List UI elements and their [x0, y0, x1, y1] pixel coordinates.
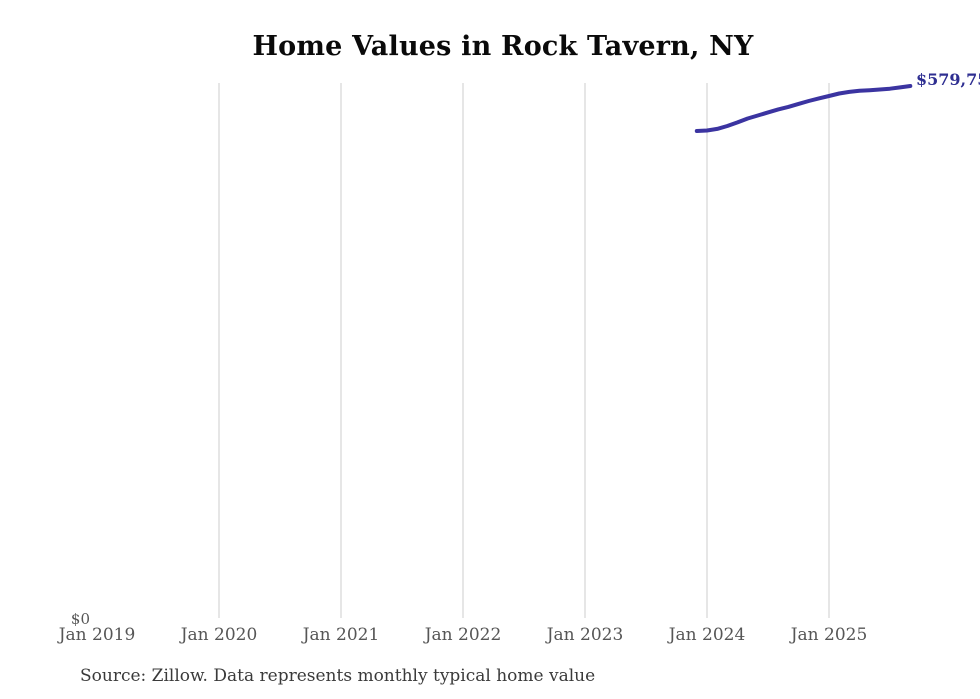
latest-value-label: $579,75	[916, 70, 980, 89]
x-tick-label: Jan 2019	[58, 625, 136, 645]
home-value-line	[694, 84, 913, 133]
x-tick-label: Jan 2024	[668, 625, 746, 645]
x-tick-label: Jan 2025	[790, 625, 868, 645]
x-tick-label: Jan 2020	[180, 625, 258, 645]
y-axis-zero-label: $0	[70, 610, 90, 628]
x-tick-label: Jan 2023	[546, 625, 624, 645]
chart-title: Home Values in Rock Tavern, NY	[252, 31, 754, 62]
x-tick-label: Jan 2021	[302, 625, 380, 645]
x-tick-label: Jan 2022	[424, 625, 502, 645]
source-note: Source: Zillow. Data represents monthly …	[80, 666, 596, 686]
